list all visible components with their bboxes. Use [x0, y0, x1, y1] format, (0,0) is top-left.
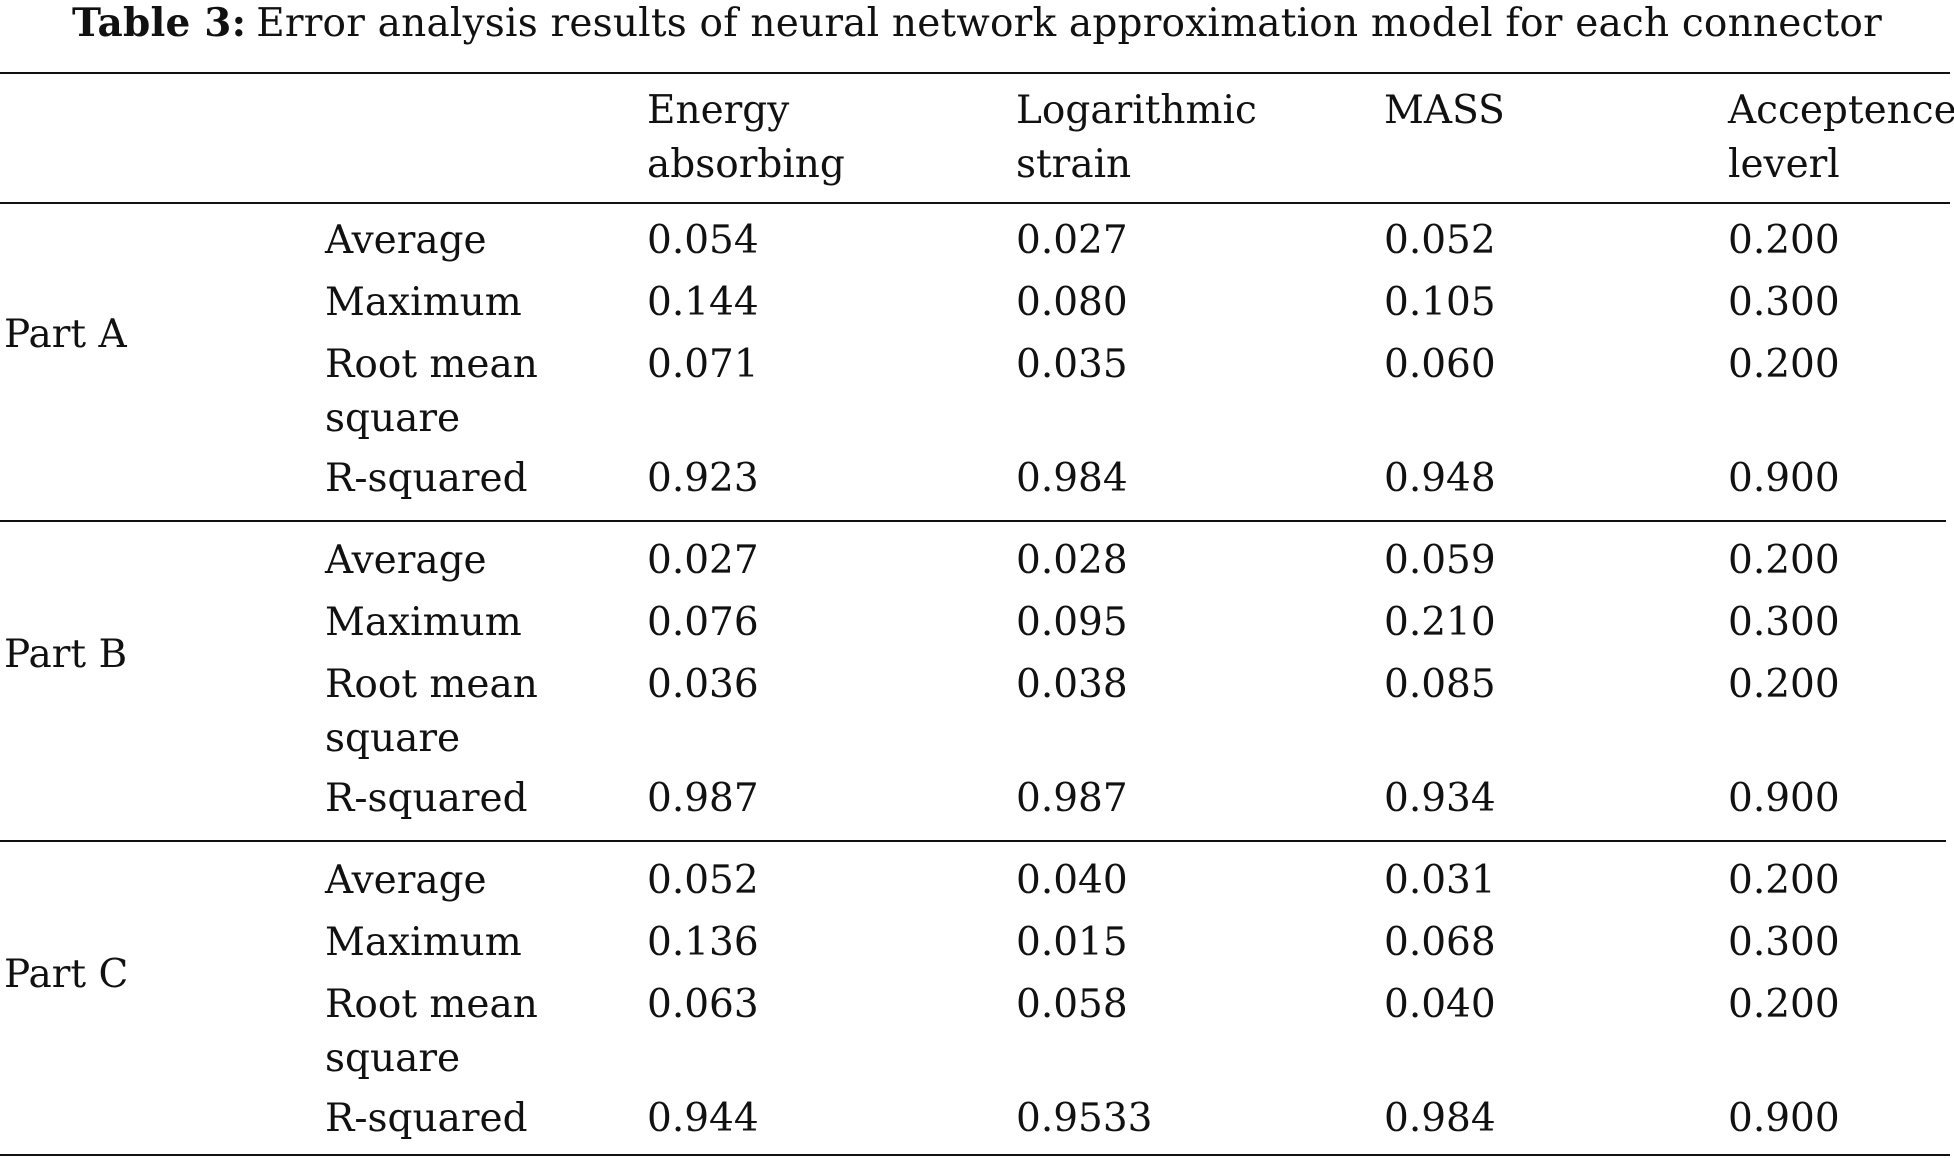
value-cell: 0.144	[647, 280, 759, 325]
top-rule	[0, 72, 1950, 74]
caption-label: Table 3:	[72, 0, 247, 46]
metric-label: R-squared	[325, 776, 528, 821]
column-header-line2: absorbing	[647, 142, 845, 187]
value-cell: 0.105	[1384, 280, 1496, 325]
value-cell: 0.080	[1016, 280, 1128, 325]
column-header: MASS	[1384, 88, 1505, 133]
metric-label: Average	[325, 858, 487, 903]
value-cell: 0.900	[1728, 776, 1840, 821]
part-b-rule	[0, 840, 1946, 842]
value-cell: 0.054	[647, 218, 759, 263]
value-cell: 0.040	[1016, 858, 1128, 903]
column-header-line2: leverl	[1728, 142, 1840, 187]
value-cell: 0.300	[1728, 600, 1840, 645]
value-cell: 0.9533	[1016, 1096, 1153, 1141]
metric-label: Maximum	[325, 280, 522, 325]
metric-label: R-squared	[325, 1096, 528, 1141]
value-cell: 0.031	[1384, 858, 1496, 903]
value-cell: 0.300	[1728, 920, 1840, 965]
value-cell: 0.923	[647, 456, 759, 501]
value-cell: 0.200	[1728, 982, 1840, 1027]
value-cell: 0.063	[647, 982, 759, 1027]
metric-label: Maximum	[325, 600, 522, 645]
part-label: Part B	[4, 632, 128, 677]
value-cell: 0.948	[1384, 456, 1496, 501]
part-label: Part A	[4, 312, 127, 357]
value-cell: 0.200	[1728, 342, 1840, 387]
value-cell: 0.027	[1016, 218, 1128, 263]
value-cell: 0.058	[1016, 982, 1128, 1027]
part-a-rule	[0, 520, 1946, 522]
value-cell: 0.038	[1016, 662, 1128, 707]
value-cell: 0.984	[1016, 456, 1128, 501]
table-caption: Table 3: Error analysis results of neural…	[0, 0, 1954, 46]
metric-label: Root mean	[325, 662, 538, 707]
value-cell: 0.076	[647, 600, 759, 645]
value-cell: 0.984	[1384, 1096, 1496, 1141]
value-cell: 0.987	[647, 776, 759, 821]
value-cell: 0.944	[647, 1096, 759, 1141]
value-cell: 0.085	[1384, 662, 1496, 707]
value-cell: 0.900	[1728, 456, 1840, 501]
value-cell: 0.040	[1384, 982, 1496, 1027]
bottom-rule	[0, 1154, 1950, 1156]
value-cell: 0.987	[1016, 776, 1128, 821]
column-header: Acceptence	[1728, 88, 1954, 133]
metric-label: Root mean	[325, 342, 538, 387]
metric-label: Root mean	[325, 982, 538, 1027]
column-header: Logarithmic	[1016, 88, 1257, 133]
value-cell: 0.300	[1728, 280, 1840, 325]
value-cell: 0.036	[647, 662, 759, 707]
metric-label: square	[325, 716, 461, 761]
value-cell: 0.028	[1016, 538, 1128, 583]
value-cell: 0.052	[647, 858, 759, 903]
value-cell: 0.027	[647, 538, 759, 583]
value-cell: 0.200	[1728, 858, 1840, 903]
column-header: Energy	[647, 88, 790, 133]
value-cell: 0.200	[1728, 538, 1840, 583]
value-cell: 0.934	[1384, 776, 1496, 821]
metric-label: square	[325, 396, 461, 441]
metric-label: square	[325, 1036, 461, 1081]
metric-label: Maximum	[325, 920, 522, 965]
metric-label: Average	[325, 538, 487, 583]
value-cell: 0.200	[1728, 662, 1840, 707]
part-label: Part C	[4, 952, 129, 997]
value-cell: 0.210	[1384, 600, 1496, 645]
value-cell: 0.059	[1384, 538, 1496, 583]
value-cell: 0.900	[1728, 1096, 1840, 1141]
value-cell: 0.015	[1016, 920, 1128, 965]
value-cell: 0.095	[1016, 600, 1128, 645]
value-cell: 0.071	[647, 342, 759, 387]
column-header-line2: strain	[1016, 142, 1132, 187]
value-cell: 0.200	[1728, 218, 1840, 263]
value-cell: 0.052	[1384, 218, 1496, 263]
caption-text: Error analysis results of neural network…	[256, 1, 1882, 46]
value-cell: 0.136	[647, 920, 759, 965]
value-cell: 0.068	[1384, 920, 1496, 965]
metric-label: R-squared	[325, 456, 528, 501]
value-cell: 0.060	[1384, 342, 1496, 387]
header-rule	[0, 202, 1950, 204]
metric-label: Average	[325, 218, 487, 263]
value-cell: 0.035	[1016, 342, 1128, 387]
